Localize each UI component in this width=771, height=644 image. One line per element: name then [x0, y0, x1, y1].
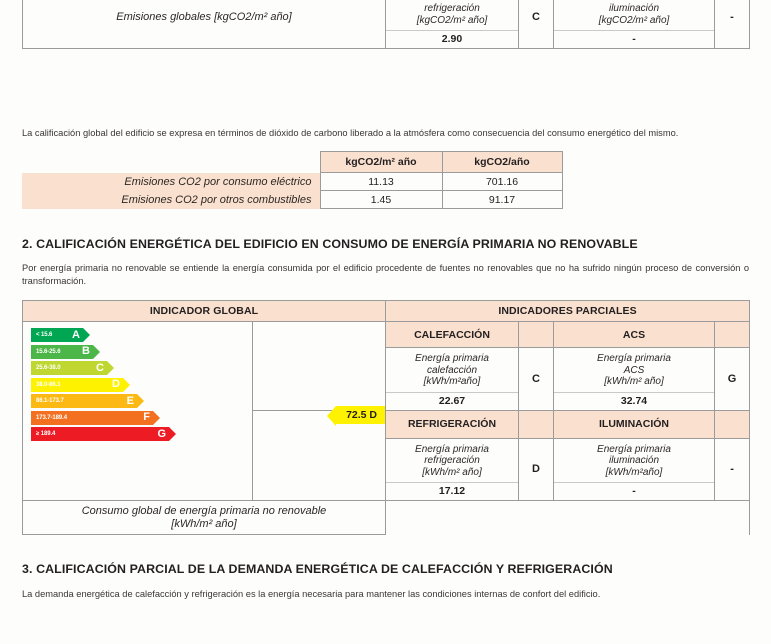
- scale-band-f-letter: F: [143, 411, 150, 424]
- scale-band-g: ≥ 189.4 G: [31, 427, 252, 442]
- emisiones-iluminacion-grade: -: [714, 0, 750, 49]
- consumo-global-label-line1: Consumo global de energía primaria no re…: [81, 505, 327, 518]
- unit-line-2: iluminación: [608, 455, 660, 467]
- scale-band-a-range: < 15.6: [36, 332, 53, 339]
- acs-value: 32.74: [554, 391, 714, 410]
- header-indicadores-parciales: INDICADORES PARCIALES: [384, 300, 751, 323]
- section3-heading: 3. CALIFICACIÓN PARCIAL DE LA DEMANDA EN…: [22, 562, 613, 577]
- calefaccion-grade: C: [518, 347, 554, 411]
- global-rating-marker: 72.5 D: [327, 405, 385, 426]
- scale-band-a-letter: A: [72, 328, 80, 341]
- co2-row-label-combustibles: Emisiones CO2 por otros combustibles: [22, 190, 320, 209]
- unit-line-2: iluminación: [608, 3, 660, 14]
- scale-band-c: 25.6-38.0 C: [31, 361, 252, 376]
- emisiones-iluminacion-unit: Emisiones iluminación [kgCO2/m² año]: [554, 0, 714, 30]
- co2-col-header-per-m2: kgCO2/m² año: [319, 151, 443, 174]
- emisiones-globales-label: Emisiones globales [kgCO2/m² año]: [22, 0, 386, 49]
- unit-line-1: Emisiones: [429, 0, 475, 3]
- scale-band-b-letter: B: [82, 345, 90, 358]
- scale-band-e-letter: E: [126, 394, 134, 407]
- unit-line-1: Energía primaria: [415, 353, 489, 365]
- scale-band-b-range: 15.6-25.6: [36, 348, 61, 355]
- acs-grade: G: [713, 347, 751, 411]
- co2-combustibles-per-m2: 1.45: [319, 190, 443, 210]
- refrigeracion-value: 17.12: [386, 482, 518, 500]
- unit-line-1: Energía primaria: [597, 443, 671, 455]
- header-calefaccion: CALEFACCIÓN: [385, 321, 519, 349]
- unit-line-3: [kWh/m²año]: [605, 466, 663, 478]
- unit-line-2: refrigeración: [424, 455, 480, 467]
- section1-emissions-table: 41.9-46.9 F ≥ 46.9 G 4.15: [22, 0, 750, 118]
- section2-paragraph: Por energía primaria no renovable se ent…: [22, 263, 749, 286]
- unit-line-1: Energía primaria: [597, 353, 671, 365]
- section3-paragraph: La demanda energética de calefacción y r…: [22, 589, 601, 600]
- calefaccion-value: 22.67: [386, 391, 518, 410]
- section1-paragraph: La calificación global del edificio se e…: [22, 128, 679, 138]
- primary-energy-scale: < 15.6 A 15.6-25.6 B 25.6-38.0 C: [23, 322, 252, 450]
- unit-line-2: ACS: [623, 364, 645, 376]
- unit-line-1: Emisiones: [611, 0, 657, 3]
- header-refrigeracion: REFRIGERACIÓN: [385, 409, 519, 439]
- emisiones-refrigeracion-unit: Emisiones refrigeración [kgCO2/m² año]: [386, 0, 518, 30]
- table-row: Emisiones CO2 por consumo eléctrico 11.1…: [22, 172, 563, 192]
- unit-line-2: calefacción: [426, 364, 478, 376]
- section2-heading: 2. CALIFICACIÓN ENERGÉTICA DEL EDIFICIO …: [22, 237, 638, 252]
- scale-band-b: 15.6-25.6 B: [31, 344, 252, 359]
- co2-combustibles-per-year: 91.17: [441, 190, 563, 210]
- scale-band-d-range: 38.0-86.1: [36, 381, 61, 388]
- scale-band-c-letter: C: [96, 361, 104, 374]
- co2-emissions-table: kgCO2/m² año kgCO2/año Emisiones CO2 por…: [22, 151, 563, 210]
- unit-line-3: [kWh/m² año]: [604, 376, 664, 388]
- refrigeracion-grade: D: [518, 437, 554, 502]
- document-page: 41.9-46.9 F ≥ 46.9 G 4.15: [22, 0, 751, 600]
- header-iluminacion: ILUMINACIÓN: [553, 409, 715, 439]
- emisiones-iluminacion-value: -: [554, 30, 714, 48]
- co2-row-label-electrico: Emisiones CO2 por consumo eléctrico: [22, 172, 320, 191]
- co2-electrico-per-year: 701.16: [441, 172, 563, 192]
- unit-line-3: [kWh/m² año]: [422, 466, 482, 478]
- emisiones-refrigeracion-grade: C: [518, 0, 554, 49]
- calefaccion-unit-label: Energía primaria calefacción [kWh/m²año]: [386, 348, 518, 392]
- scale-band-g-letter: G: [157, 427, 166, 440]
- scale-band-d-letter: D: [112, 378, 120, 391]
- unit-line-3: [kWh/m²año]: [423, 376, 481, 388]
- unit-line-2: refrigeración: [424, 3, 480, 14]
- unit-line-3: [kgCO2/m² año]: [598, 14, 670, 26]
- table-row: Emisiones CO2 por otros combustibles 1.4…: [22, 190, 563, 210]
- scale-band-f-range: 173.7-189.4: [36, 414, 67, 421]
- iluminacion-grade: -: [713, 437, 751, 502]
- scale-band-a: < 15.6 A: [31, 328, 252, 343]
- acs-unit-label: Energía primaria ACS [kWh/m² año]: [554, 348, 714, 392]
- unit-line-3: [kgCO2/m² año]: [416, 14, 488, 26]
- scale-band-g-range: ≥ 189.4: [36, 431, 56, 438]
- iluminacion-value: -: [554, 482, 714, 500]
- scale-band-e: 86.1-173.7 E: [31, 394, 252, 409]
- iluminacion-unit-label: Energía primaria iluminación [kWh/m²año]: [554, 439, 714, 483]
- unit-line-1: Energía primaria: [415, 443, 489, 455]
- scale-band-f: 173.7-189.4 F: [31, 410, 252, 425]
- scale-band-e-range: 86.1-173.7: [36, 398, 64, 405]
- co2-electrico-per-m2: 11.13: [319, 172, 443, 192]
- emisiones-refrigeracion-value: 2.90: [386, 30, 518, 48]
- header-indicador-global: INDICADOR GLOBAL: [22, 300, 386, 323]
- refrigeracion-unit-label: Energía primaria refrigeración [kWh/m² a…: [386, 439, 518, 483]
- scale-band-c-range: 25.6-38.0: [36, 365, 61, 372]
- scale-band-d: 38.0-86.1 D: [31, 377, 252, 392]
- consumo-global-label-line2: [kWh/m² año]: [171, 517, 237, 530]
- consumo-global-label: Consumo global de energía primaria no re…: [22, 500, 386, 536]
- header-acs: ACS: [553, 321, 715, 349]
- co2-col-header-per-year: kgCO2/año: [441, 151, 563, 174]
- section2-primary-energy-table: INDICADOR GLOBAL INDICADORES PARCIALES <…: [22, 300, 751, 536]
